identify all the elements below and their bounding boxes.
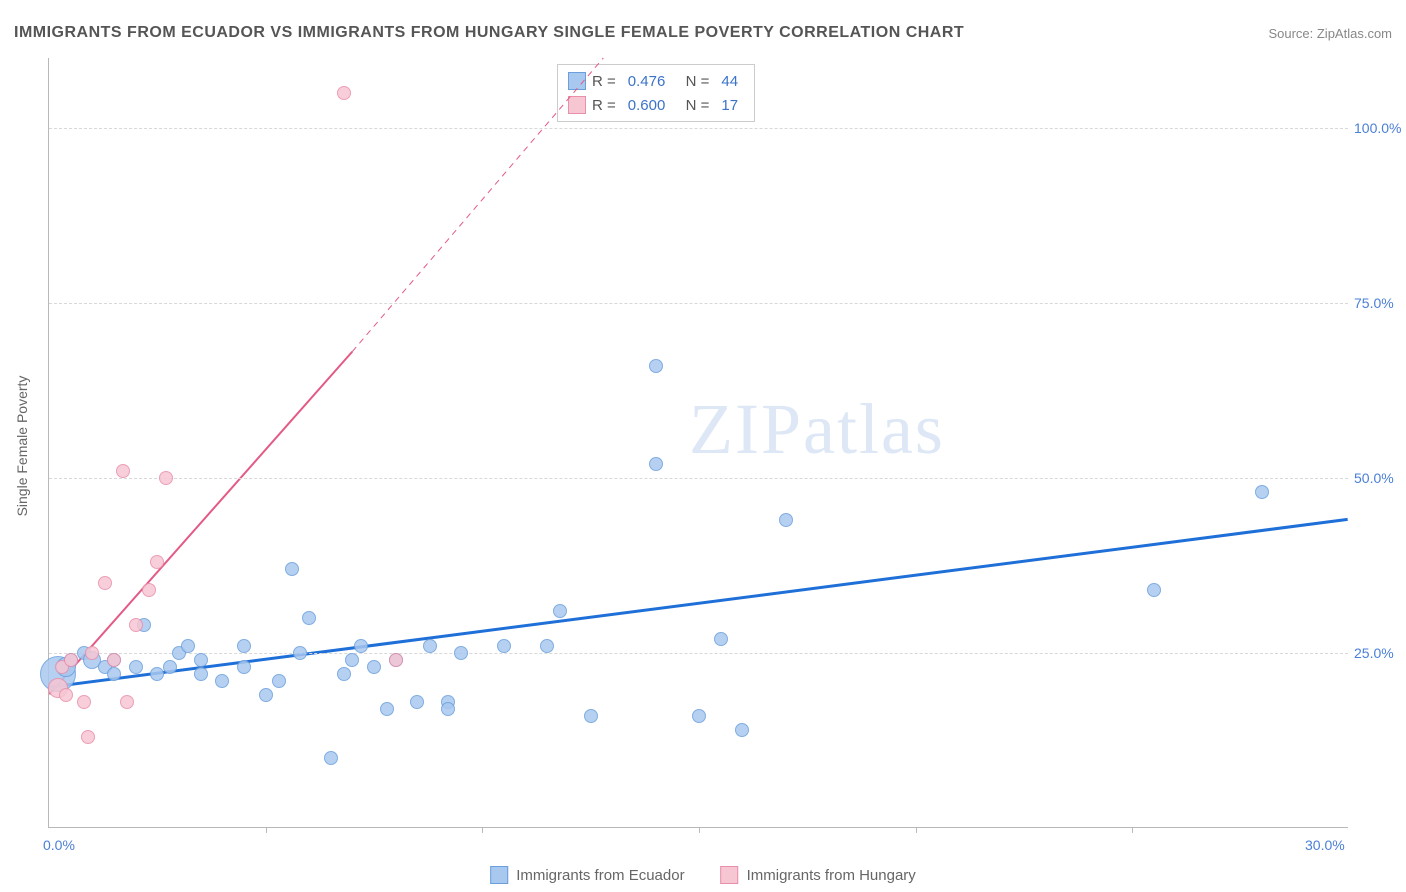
watermark-zip: ZIP xyxy=(689,389,803,469)
scatter-point xyxy=(116,464,130,478)
scatter-point xyxy=(302,611,316,625)
scatter-point xyxy=(293,646,307,660)
title-bar: IMMIGRANTS FROM ECUADOR VS IMMIGRANTS FR… xyxy=(14,18,1392,48)
scatter-point xyxy=(237,639,251,653)
plot-area: ZIPatlas R =0.476 N =44R =0.600 N =17 25… xyxy=(48,58,1348,828)
trend-line xyxy=(49,352,352,695)
ytick-label: 75.0% xyxy=(1354,295,1404,311)
scatter-point xyxy=(150,667,164,681)
legend-label: Immigrants from Hungary xyxy=(747,867,916,884)
scatter-point xyxy=(107,667,121,681)
scatter-point xyxy=(285,562,299,576)
scatter-point xyxy=(107,653,121,667)
stat-n-label: N = xyxy=(677,97,709,114)
scatter-point xyxy=(367,660,381,674)
scatter-point xyxy=(272,674,286,688)
scatter-point xyxy=(1147,583,1161,597)
scatter-point xyxy=(120,695,134,709)
chart-container: IMMIGRANTS FROM ECUADOR VS IMMIGRANTS FR… xyxy=(0,0,1406,892)
scatter-point xyxy=(649,457,663,471)
watermark-atlas: atlas xyxy=(803,389,945,469)
stat-n-value: 17 xyxy=(715,97,744,114)
scatter-point xyxy=(81,730,95,744)
legend-stats-row: R = 0.600 N = 17 xyxy=(568,93,744,117)
scatter-point xyxy=(714,632,728,646)
scatter-point xyxy=(163,660,177,674)
scatter-point xyxy=(410,695,424,709)
ytick-label: 25.0% xyxy=(1354,645,1404,661)
scatter-point xyxy=(59,688,73,702)
legend-swatch xyxy=(568,72,586,90)
scatter-point xyxy=(337,667,351,681)
scatter-point xyxy=(194,667,208,681)
scatter-point xyxy=(181,639,195,653)
legend-swatch xyxy=(490,866,508,884)
gridline-h xyxy=(49,303,1348,304)
legend-label: Immigrants from Ecuador xyxy=(516,867,684,884)
ytick-label: 100.0% xyxy=(1354,120,1404,136)
scatter-point xyxy=(1255,485,1269,499)
scatter-point xyxy=(98,576,112,590)
gridline-h xyxy=(49,653,1348,654)
scatter-point xyxy=(129,618,143,632)
scatter-point xyxy=(77,695,91,709)
scatter-point xyxy=(354,639,368,653)
scatter-point xyxy=(345,653,359,667)
scatter-point xyxy=(64,653,78,667)
scatter-point xyxy=(85,646,99,660)
xtick-label: 30.0% xyxy=(1305,837,1345,853)
scatter-point xyxy=(649,359,663,373)
xtick-mark xyxy=(1132,827,1133,833)
scatter-point xyxy=(553,604,567,618)
stat-r-value: 0.600 xyxy=(622,97,672,114)
scatter-point xyxy=(324,751,338,765)
legend-stats-row: R = 0.476 N = 44 xyxy=(568,69,744,93)
legend-item: Immigrants from Hungary xyxy=(721,866,916,884)
scatter-point xyxy=(142,583,156,597)
scatter-point xyxy=(129,660,143,674)
scatter-point xyxy=(259,688,273,702)
scatter-point xyxy=(779,513,793,527)
scatter-point xyxy=(337,86,351,100)
stat-n-value: 44 xyxy=(715,73,744,90)
scatter-point xyxy=(454,646,468,660)
scatter-point xyxy=(540,639,554,653)
xtick-mark xyxy=(699,827,700,833)
watermark: ZIPatlas xyxy=(689,388,945,471)
stat-n-label: N = xyxy=(677,73,709,90)
legend-item: Immigrants from Ecuador xyxy=(490,866,684,884)
ytick-label: 50.0% xyxy=(1354,470,1404,486)
source-label: Source: ZipAtlas.com xyxy=(1268,26,1392,41)
scatter-point xyxy=(194,653,208,667)
gridline-h xyxy=(49,128,1348,129)
scatter-point xyxy=(237,660,251,674)
y-axis-label: Single Female Poverty xyxy=(14,376,30,517)
scatter-point xyxy=(692,709,706,723)
chart-title: IMMIGRANTS FROM ECUADOR VS IMMIGRANTS FR… xyxy=(14,24,964,42)
gridline-h xyxy=(49,478,1348,479)
scatter-point xyxy=(497,639,511,653)
bottom-legend: Immigrants from Ecuador Immigrants from H… xyxy=(490,866,916,884)
legend-stats-box: R = 0.476 N = 44 R = 0.600 N = 17 xyxy=(557,64,755,122)
stat-r-value: 0.476 xyxy=(622,73,672,90)
xtick-mark xyxy=(916,827,917,833)
scatter-point xyxy=(584,709,598,723)
legend-swatch xyxy=(568,96,586,114)
xtick-mark xyxy=(482,827,483,833)
scatter-point xyxy=(735,723,749,737)
scatter-point xyxy=(159,471,173,485)
scatter-point xyxy=(441,702,455,716)
xtick-mark xyxy=(266,827,267,833)
scatter-point xyxy=(380,702,394,716)
legend-swatch xyxy=(721,866,739,884)
scatter-point xyxy=(215,674,229,688)
stat-r-label: R = xyxy=(592,73,616,90)
scatter-point xyxy=(423,639,437,653)
scatter-point xyxy=(389,653,403,667)
stat-r-label: R = xyxy=(592,97,616,114)
scatter-point xyxy=(150,555,164,569)
xtick-label: 0.0% xyxy=(43,837,75,853)
